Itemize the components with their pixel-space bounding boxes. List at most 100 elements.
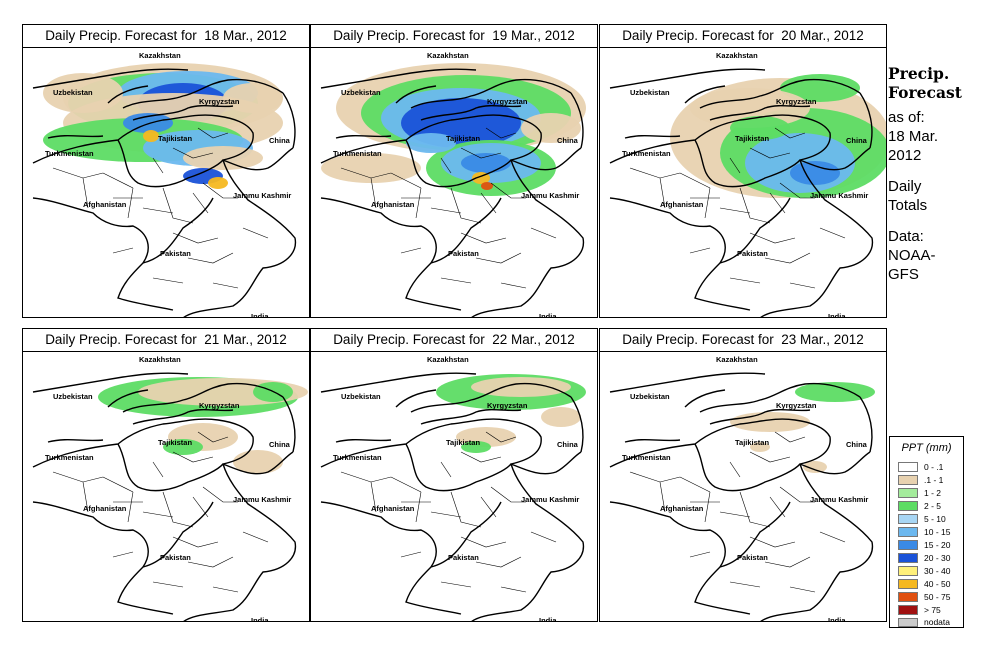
admin-border — [739, 491, 771, 528]
map-label-tajikistan: Tajikistan — [735, 438, 769, 447]
admin-border — [415, 187, 422, 219]
country-border — [699, 382, 861, 413]
legend-item: 5 - 10 — [898, 513, 962, 525]
sidebar-info: Precip. Forecast as of: 18 Mar. 2012 Dai… — [888, 64, 980, 284]
legend-label: 30 - 40 — [924, 566, 951, 576]
precip-field — [43, 63, 283, 189]
admin-border — [490, 486, 526, 503]
map-label-turkmenistan: Turkmenistan — [333, 149, 382, 158]
legend-label: 5 - 10 — [924, 514, 946, 524]
legend-swatch — [898, 605, 918, 615]
map-label-kyrgyzstan: Kyrgyzstan — [199, 401, 240, 410]
forecast-panel-mar19: Daily Precip. Forecast for 19 Mar., 2012… — [310, 24, 598, 318]
map-label-tajikistan: Tajikistan — [158, 438, 192, 447]
admin-border — [774, 431, 806, 443]
legend-item: nodata — [898, 617, 962, 627]
panel-title: Daily Precip. Forecast for 18 Mar., 2012 — [23, 25, 309, 48]
precip-area — [183, 146, 263, 170]
admin-border — [689, 247, 711, 254]
country-border — [122, 78, 284, 109]
map-labels: Kazakhstan Uzbekistan Kyrgyzstan Tajikistan… — [333, 51, 579, 318]
country-border — [222, 451, 294, 475]
precip-area — [233, 450, 283, 474]
map-label-jammu_kashmir: Jammu Kashmir — [233, 495, 291, 504]
admin-border — [112, 247, 134, 254]
precip-area — [795, 382, 875, 402]
map-label-kazakhstan: Kazakhstan — [139, 355, 181, 364]
map-label-jammu_kashmir: Jammu Kashmir — [810, 495, 868, 504]
country-border — [320, 68, 477, 89]
country-border — [420, 408, 522, 425]
as-of-year: 2012 — [888, 147, 922, 164]
admin-border — [370, 177, 377, 209]
admin-border — [460, 451, 502, 463]
admin-border — [127, 187, 134, 219]
precip-map: Kazakhstan Uzbekistan Kyrgyzstan Tajikistan… — [32, 355, 308, 621]
admin-border — [187, 556, 234, 568]
map-label-kyrgyzstan: Kyrgyzstan — [487, 401, 528, 410]
admin-border — [370, 481, 377, 513]
map-label-tajikistan: Tajikistan — [446, 438, 480, 447]
country-border — [320, 501, 462, 615]
country-border — [107, 85, 149, 104]
admin-border — [789, 586, 816, 593]
country-border — [117, 139, 224, 188]
precip-map: Kazakhstan Uzbekistan Kyrgyzstan Tajikistan… — [609, 355, 875, 622]
admin-border — [152, 157, 164, 174]
map-label-india: India — [539, 312, 557, 318]
ppt-legend: PPT (mm) 0 - .1 .1 - 1 1 - 2 2 - 5 5 - 1… — [889, 436, 964, 628]
legend-swatch — [898, 566, 918, 576]
country-border — [32, 372, 189, 393]
admin-border — [172, 536, 219, 548]
country-border — [709, 408, 811, 425]
panel-title: Daily Precip. Forecast for 19 Mar., 2012 — [311, 25, 597, 48]
as-of-date: 18 Mar. — [888, 128, 939, 145]
precip-area — [223, 83, 283, 113]
map-label-pakistan: Pakistan — [160, 553, 191, 562]
admin-border — [629, 167, 681, 179]
as-of-label: as of: — [888, 109, 925, 126]
map-label-kazakhstan: Kazakhstan — [139, 51, 181, 60]
admin-border — [197, 127, 229, 139]
admin-border — [112, 551, 134, 558]
precip-area — [803, 461, 827, 473]
admin-border — [440, 277, 472, 284]
legend-item: 2 - 5 — [898, 500, 962, 512]
admin-border — [749, 451, 791, 463]
map-labels: Kazakhstan Uzbekistan Kyrgyzstan Tajikistan… — [45, 51, 291, 317]
data-source: NOAA- — [888, 247, 936, 264]
map-label-afghanistan: Afghanistan — [660, 200, 704, 209]
admin-border — [187, 252, 234, 264]
map-label-jammu_kashmir: Jammu Kashmir — [521, 495, 579, 504]
precip-map: Kazakhstan Uzbekistan Kyrgyzstan Tajikistan… — [609, 51, 886, 317]
legend-item: .1 - 1 — [898, 474, 962, 486]
precip-area — [461, 153, 511, 173]
map-labels: Kazakhstan Uzbekistan Kyrgyzstan Tajikistan… — [333, 355, 579, 621]
boundaries — [320, 372, 585, 621]
map-label-china: China — [846, 440, 868, 449]
admin-border — [242, 227, 269, 239]
map-label-india: India — [828, 616, 846, 622]
admin-border — [704, 491, 711, 523]
precip-area — [730, 412, 810, 432]
legend-label: > 75 — [924, 605, 941, 615]
admin-border — [629, 471, 681, 483]
admin-border — [102, 476, 134, 493]
legend-label: 2 - 5 — [924, 501, 942, 511]
panel-title: Daily Precip. Forecast for 21 Mar., 2012 — [23, 329, 309, 352]
country-border — [335, 134, 392, 139]
precip-area — [163, 439, 203, 455]
admin-border — [400, 551, 422, 558]
map-label-kyrgyzstan: Kyrgyzstan — [487, 97, 528, 106]
admin-border — [475, 252, 522, 264]
precip-map: Kazakhstan Uzbekistan Kyrgyzstan Tajikistan… — [32, 51, 297, 317]
admin-border — [400, 247, 422, 254]
legend-label: 50 - 75 — [924, 592, 951, 602]
country-border — [719, 501, 791, 568]
country-border — [47, 438, 104, 443]
admin-border — [172, 147, 214, 159]
legend-item: > 75 — [898, 604, 962, 616]
country-border — [609, 501, 751, 615]
country-border — [510, 147, 582, 171]
forecast-panel-mar21: Daily Precip. Forecast for 21 Mar., 2012… — [22, 328, 310, 622]
